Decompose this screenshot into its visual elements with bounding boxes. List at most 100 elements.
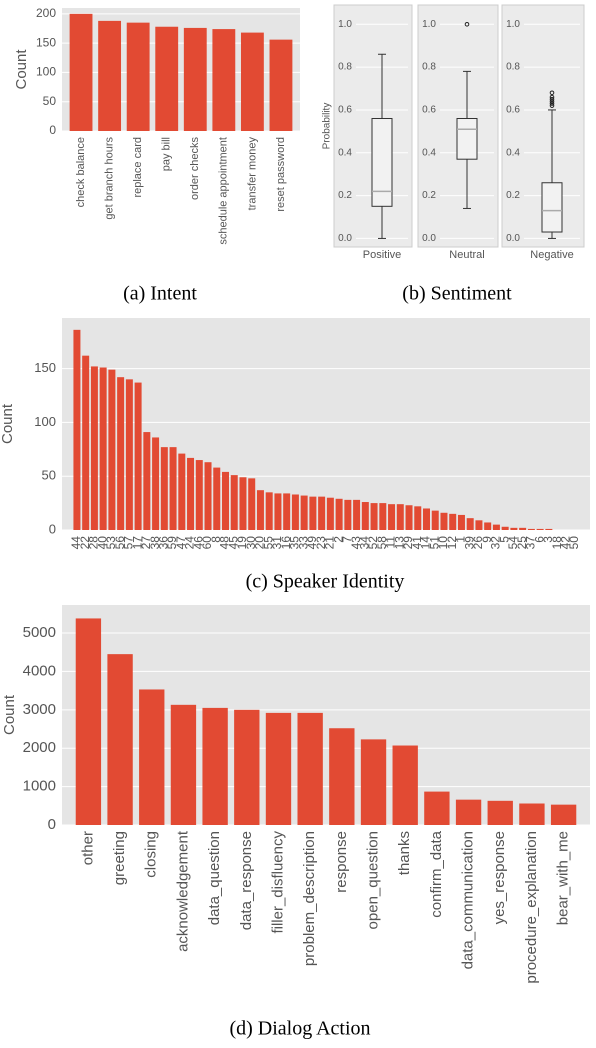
y-tick-label: 0.6 [506, 105, 520, 116]
x-tick-label: confirm_data [428, 830, 445, 917]
y-tick-label: 1000 [23, 778, 56, 795]
bar [139, 689, 165, 825]
x-tick-label: schedule appointment [218, 137, 230, 245]
outlier [549, 96, 555, 102]
x-tick-label: 56 [113, 536, 127, 550]
y-tick-label: 100 [34, 414, 56, 429]
outlier [549, 90, 555, 96]
bar [125, 379, 133, 530]
bar [344, 499, 352, 530]
bar [143, 432, 151, 530]
x-tick-label: 20 [253, 536, 267, 550]
x-tick-label: 42 [559, 536, 573, 550]
y-tick-label: 0.2 [338, 190, 352, 201]
x-tick-label: 60 [200, 536, 214, 550]
bar [379, 503, 387, 530]
bar [501, 526, 509, 530]
x-tick-label: 1 [454, 536, 468, 543]
bar [492, 524, 500, 530]
bar [239, 477, 247, 530]
x-tick-label: 28 [87, 536, 101, 550]
bar [329, 728, 355, 825]
bar [519, 803, 545, 825]
bar [169, 447, 177, 530]
y-tick-label: 1.0 [338, 19, 352, 30]
bar [204, 462, 212, 530]
bar [248, 478, 256, 530]
bar [484, 522, 492, 530]
x-tick-label: 12 [445, 536, 459, 550]
bar [170, 704, 197, 825]
y-tick-label: 50 [43, 94, 57, 108]
x-tick-label: 18 [550, 536, 564, 550]
x-tick-label: pay bill [161, 137, 173, 171]
bar [69, 13, 93, 132]
y-tick-label: 100 [36, 65, 56, 79]
bar [98, 20, 122, 132]
x-tick-label: 34 [357, 536, 371, 550]
x-tick-label: 32 [489, 536, 503, 550]
x-tick-label: 40 [95, 536, 109, 550]
x-tick-label: 43 [349, 536, 363, 550]
y-axis-label: Count [1, 694, 18, 735]
bar [160, 447, 168, 530]
y-tick-label: 0.2 [422, 190, 436, 201]
x-tick-label: greeting [111, 831, 128, 885]
y-tick-label: 3000 [23, 701, 56, 718]
x-tick-label: 27 [139, 536, 153, 550]
y-tick-label: 4000 [23, 662, 56, 679]
bar [527, 528, 535, 530]
y-tick-label: 0.4 [422, 147, 436, 158]
y-tick-label: 5000 [23, 624, 56, 641]
x-tick-label: order checks [189, 137, 201, 200]
outlier [549, 99, 555, 104]
bar [440, 512, 448, 530]
bar [90, 366, 98, 530]
x-tick-label: 23 [314, 536, 328, 550]
bar [265, 492, 273, 530]
x-tick-label: 5 [497, 536, 511, 543]
x-tick-label: thanks [396, 831, 413, 875]
y-tick-label: 1.0 [506, 19, 520, 30]
bar [353, 499, 361, 530]
y-tick-label: 0.0 [506, 233, 520, 244]
x-tick-label: 41 [410, 536, 424, 550]
x-tick-label: 46 [191, 536, 205, 550]
y-tick-label: 150 [34, 360, 56, 375]
x-tick-label: 17 [130, 536, 144, 550]
bar [75, 618, 102, 825]
bar [487, 800, 513, 825]
x-tick-label: problem_description [301, 831, 318, 966]
bar [297, 712, 323, 825]
y-tick-label: 0 [49, 521, 56, 536]
x-tick-label: 30 [244, 536, 258, 550]
bar [309, 496, 317, 530]
caption: (b) Sentiment [402, 283, 512, 305]
x-tick-label: acknowledgement [174, 830, 191, 952]
bar [187, 457, 195, 530]
x-tick-label: 24 [183, 536, 197, 550]
bar [108, 369, 116, 530]
bar [457, 514, 465, 530]
bar [212, 29, 236, 131]
bar [361, 502, 369, 530]
x-tick-label: 31 [270, 536, 284, 550]
y-tick-label: 0 [49, 123, 56, 137]
x-tick-label: 16 [279, 536, 293, 550]
x-tick-label: Positive [363, 249, 402, 261]
bar [424, 791, 450, 825]
bar [405, 505, 413, 530]
x-tick-label: 9 [480, 536, 494, 543]
x-tick-label: 50 [567, 536, 581, 550]
bar [449, 513, 457, 530]
x-tick-label: yes_response [491, 831, 508, 924]
bar [455, 799, 482, 825]
bar [183, 27, 207, 132]
x-tick-label: 51 [427, 536, 441, 550]
x-tick-label: procedure_explanation [523, 831, 540, 984]
x-tick-label: 39 [462, 536, 476, 550]
bar [195, 460, 203, 530]
x-tick-label: 52 [366, 536, 380, 550]
bar [370, 503, 378, 530]
